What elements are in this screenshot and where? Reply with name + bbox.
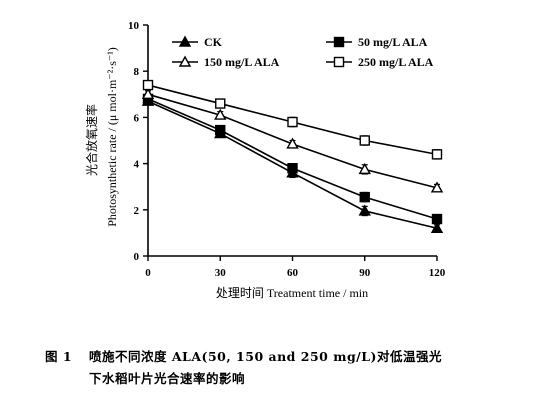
y-axis-title: 光合放氧速率 Photosynthetic rate / (μ mol·m⁻²·… bbox=[84, 47, 119, 227]
series-1 bbox=[142, 93, 443, 225]
series-layer bbox=[141, 79, 444, 233]
y-axis-title-en: Photosynthetic rate / (μ mol·m⁻²·s⁻¹) bbox=[105, 47, 119, 227]
legend-label-1: 50 mg/L ALA bbox=[358, 35, 428, 49]
caption-line-2: 下水稻叶片光合速率的影响 bbox=[89, 371, 246, 386]
series-1-point-1 bbox=[215, 124, 226, 136]
x-tick-label-90: 90 bbox=[359, 267, 371, 279]
legend-label-0: CK bbox=[204, 35, 223, 49]
legend-label-3: 250 mg/L ALA bbox=[358, 55, 434, 69]
y-tick-label-2: 2 bbox=[134, 205, 140, 217]
x-axis-title: 处理时间 Treatment time / min bbox=[216, 286, 368, 300]
y-axis-title-cn: 光合放氧速率 bbox=[84, 104, 99, 176]
legend-label-2: 150 mg/L ALA bbox=[204, 55, 280, 69]
series-2-point-0 bbox=[141, 87, 155, 100]
series-3-point-3 bbox=[359, 135, 370, 146]
series-2-point-4 bbox=[430, 181, 444, 193]
series-3-point-2 bbox=[287, 116, 298, 128]
legend: CK 50 mg/L ALA 150 mg/L ALA 250 mg/L ALA bbox=[172, 35, 434, 69]
series-1-point-2 bbox=[287, 163, 298, 174]
y-tick-label-8: 8 bbox=[134, 66, 140, 78]
series-3-point-4 bbox=[431, 149, 443, 160]
x-tick-label-120: 120 bbox=[429, 267, 446, 279]
series-3-point-1 bbox=[215, 98, 226, 109]
series-0-point-3 bbox=[358, 204, 371, 216]
figure-caption: 图 1 喷施不同浓度 ALA(50, 150 and 250 mg/L)对低温强光… bbox=[45, 346, 525, 390]
series-3-point-0 bbox=[142, 79, 154, 91]
legend-marker-3 bbox=[333, 56, 345, 68]
legend-marker-0 bbox=[178, 35, 192, 47]
x-tick-label-30: 30 bbox=[215, 267, 227, 279]
y-tick-label-6: 6 bbox=[134, 112, 140, 124]
x-tick-label-0: 0 bbox=[145, 267, 151, 279]
series-2-point-3 bbox=[358, 162, 371, 175]
series-1-point-4 bbox=[431, 213, 443, 225]
y-tick-label-10: 10 bbox=[128, 20, 140, 32]
series-0-point-4 bbox=[430, 221, 444, 233]
series-2-point-2 bbox=[286, 137, 299, 149]
series-3 bbox=[142, 79, 443, 160]
figure-number: 图 1 bbox=[45, 349, 73, 364]
legend-marker-1 bbox=[333, 36, 345, 48]
y-tick-label-4: 4 bbox=[134, 159, 140, 171]
x-tick-label-60: 60 bbox=[287, 267, 299, 279]
caption-line-1: 喷施不同浓度 ALA(50, 150 and 250 mg/L)对低温强光 bbox=[89, 349, 442, 364]
y-axis-ticks: 0 2 4 6 8 10 bbox=[128, 20, 148, 263]
chart: 0 2 4 6 8 10 0 30 60 90 120 CK 50 mg/L ALA 150 mg/L… bbox=[84, 20, 446, 300]
series-1-point-3 bbox=[359, 191, 370, 203]
x-axis-ticks: 0 30 60 90 120 bbox=[145, 256, 446, 279]
y-tick-label-0: 0 bbox=[134, 251, 140, 263]
legend-marker-2 bbox=[178, 55, 192, 67]
series-2 bbox=[141, 87, 444, 193]
series-2-point-1 bbox=[214, 108, 227, 120]
